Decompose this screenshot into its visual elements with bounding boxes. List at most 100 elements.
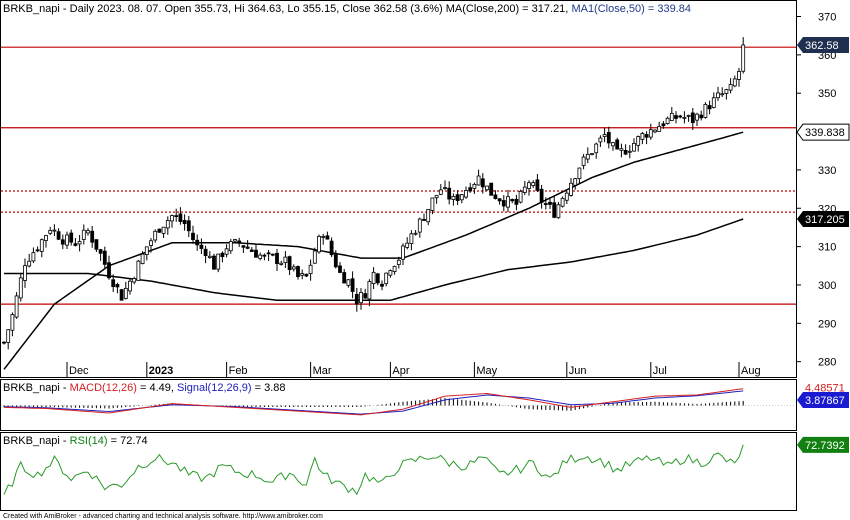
candle-body <box>52 229 57 232</box>
candle-body <box>564 192 569 201</box>
rsi-line <box>3 444 744 496</box>
candle-body <box>690 112 695 124</box>
candle-body <box>669 112 674 122</box>
x-tick-label: Jun <box>569 365 587 377</box>
candle-body <box>371 271 376 284</box>
candle-body <box>644 134 649 138</box>
candle-body <box>661 123 666 127</box>
candle-body <box>191 232 195 241</box>
candle-body <box>312 250 317 264</box>
candle-body <box>653 129 657 133</box>
candle-body <box>153 230 158 241</box>
price-value-tags: 362.58 339.838 317.205 <box>796 36 850 227</box>
price-y-axis: 280290300310320330340350360370 <box>796 12 836 369</box>
rsi-tag: 72.7392 <box>797 436 849 453</box>
candle-body <box>627 150 632 153</box>
candle-body <box>363 293 368 299</box>
candle-body <box>140 253 145 264</box>
candle-body <box>39 239 44 252</box>
candle-body <box>422 218 426 221</box>
candle-body <box>392 266 397 272</box>
candle-body <box>493 194 498 200</box>
candle-body <box>73 243 78 246</box>
candle-body <box>333 254 338 268</box>
candle-body <box>44 235 48 241</box>
macd-sep: - <box>60 382 70 394</box>
ma50-tag: 339.838 <box>796 123 850 141</box>
candle-body <box>157 228 162 233</box>
candle-body <box>81 229 86 240</box>
candle-body <box>212 255 216 270</box>
candle-body <box>77 241 82 245</box>
candle-body <box>249 249 254 252</box>
candle-body <box>426 209 431 223</box>
ma200-tag-bg <box>797 210 849 227</box>
candle-body <box>636 136 641 146</box>
candle-body <box>178 213 183 222</box>
candle-body <box>48 230 53 234</box>
candle-body <box>275 252 279 265</box>
candle-body <box>308 264 313 274</box>
candle-body <box>648 129 653 138</box>
candle-body <box>325 235 330 240</box>
x-tick-label: Apr <box>392 365 409 377</box>
candle-body <box>539 188 544 203</box>
candle-body <box>56 231 61 240</box>
rsi-tag-text: 72.7392 <box>805 440 845 452</box>
candle-body <box>300 273 305 276</box>
y-tick-label: 280 <box>818 357 836 369</box>
candle-body <box>237 240 242 244</box>
candle-body <box>464 190 468 198</box>
candle-body <box>728 84 733 91</box>
candle-body <box>396 259 401 265</box>
x-tick-label: May <box>476 365 497 377</box>
candle-body <box>686 114 691 117</box>
y-tick-label: 290 <box>818 318 836 330</box>
rsi-label: RSI(14) <box>70 435 108 447</box>
candle-body <box>354 293 359 305</box>
candle-body <box>682 116 687 119</box>
candle-body <box>417 218 422 233</box>
candle-body <box>401 245 405 260</box>
price-ticker: BRKB_napi <box>3 3 60 15</box>
candle-body <box>711 97 716 108</box>
footer-credit: Created with AmiBroker - advanced charti… <box>3 513 323 520</box>
candle-body <box>716 92 720 99</box>
candle-body <box>291 266 296 270</box>
y-tick-label: 300 <box>818 280 836 292</box>
candle-body <box>388 270 393 276</box>
candle-body <box>585 153 590 160</box>
candle-body <box>98 249 103 254</box>
candle-body <box>556 204 561 219</box>
candle-body <box>287 256 292 271</box>
candle-body <box>111 279 116 287</box>
candle-body <box>737 71 741 80</box>
candle-body <box>674 115 678 119</box>
candle-body <box>657 125 662 132</box>
candle-body <box>678 115 683 118</box>
ma50-tag-bg <box>796 123 850 141</box>
candle-body <box>350 278 355 292</box>
candle-body <box>695 113 699 121</box>
last-close-tag-text: 362.58 <box>805 40 839 52</box>
candle-body <box>128 280 132 292</box>
candle-body <box>451 195 456 200</box>
price-sep: - <box>60 3 70 15</box>
candle-body <box>581 156 586 166</box>
rsi-panel-frame <box>0 432 797 511</box>
candle-body <box>359 292 363 304</box>
candle-body <box>245 246 250 249</box>
candle-body <box>703 103 708 118</box>
candle-body <box>283 256 288 263</box>
candle-body <box>132 278 137 283</box>
candle-body <box>304 273 309 277</box>
candle-body <box>665 117 670 124</box>
candle-body <box>31 252 36 262</box>
candle-body <box>23 265 27 281</box>
candle-body <box>413 232 418 235</box>
macd-tag: 4.48571 <box>797 379 849 396</box>
candle-body <box>535 179 540 191</box>
candle-body <box>468 187 473 192</box>
candle-body <box>632 142 636 152</box>
